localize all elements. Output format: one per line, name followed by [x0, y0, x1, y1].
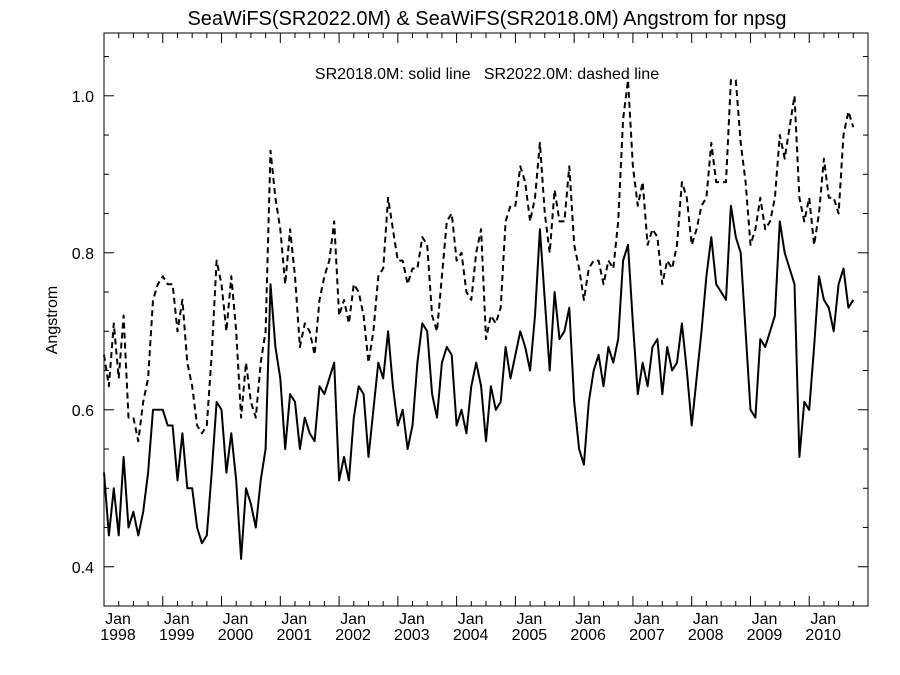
x-tick-label-month: Jan — [458, 611, 484, 628]
x-tick-label-month: Jan — [693, 611, 719, 628]
x-tick-label-year: 1998 — [100, 627, 136, 644]
y-tick-label: 1.0 — [72, 89, 94, 106]
chart-title: SeaWiFS(SR2022.0M) & SeaWiFS(SR2018.0M) … — [187, 8, 786, 30]
y-axis: 0.4 0.6 0.8 1.0 — [72, 56, 868, 607]
x-tick-label-year: 2010 — [805, 627, 841, 644]
series-layer — [103, 79, 855, 560]
x-tick-label-month: Jan — [516, 611, 542, 628]
series-line-sr2018-solid — [103, 204, 855, 560]
x-tick-label-month: Jan — [340, 611, 366, 628]
y-tick-label: 0.6 — [72, 403, 94, 420]
x-tick-label-year: 2003 — [394, 627, 430, 644]
y-tick-label: 0.8 — [72, 246, 94, 263]
x-axis: Jan1998Jan1999Jan2000Jan2001Jan2002Jan20… — [100, 33, 869, 644]
x-tick-label-year: 2008 — [688, 627, 724, 644]
x-tick-label-month: Jan — [223, 611, 249, 628]
x-tick-label-month: Jan — [399, 611, 425, 628]
x-tick-label-month: Jan — [281, 611, 307, 628]
x-tick-label-year: 2001 — [277, 627, 313, 644]
y-tick-label: 0.4 — [72, 560, 94, 577]
x-tick-label-year: 2007 — [629, 627, 665, 644]
x-tick-label-year: 2006 — [570, 627, 606, 644]
x-tick-label-year: 2004 — [453, 627, 489, 644]
y-axis-label: Angstrom — [44, 286, 61, 354]
x-tick-label-month: Jan — [575, 611, 601, 628]
x-tick-label-month: Jan — [634, 611, 660, 628]
x-tick-label-year: 2005 — [512, 627, 548, 644]
x-tick-label-year: 2000 — [218, 627, 254, 644]
line-style-annotation: SR2018.0M: solid line SR2022.0M: dashed … — [315, 66, 659, 83]
x-tick-label-month: Jan — [810, 611, 836, 628]
x-tick-label-year: 2009 — [747, 627, 783, 644]
x-tick-label-month: Jan — [164, 611, 190, 628]
x-tick-label-month: Jan — [752, 611, 778, 628]
x-tick-label-year: 1999 — [159, 627, 195, 644]
x-tick-label-month: Jan — [105, 611, 131, 628]
x-tick-label-year: 2002 — [335, 627, 371, 644]
series-line-sr2022-dashed — [103, 79, 855, 443]
